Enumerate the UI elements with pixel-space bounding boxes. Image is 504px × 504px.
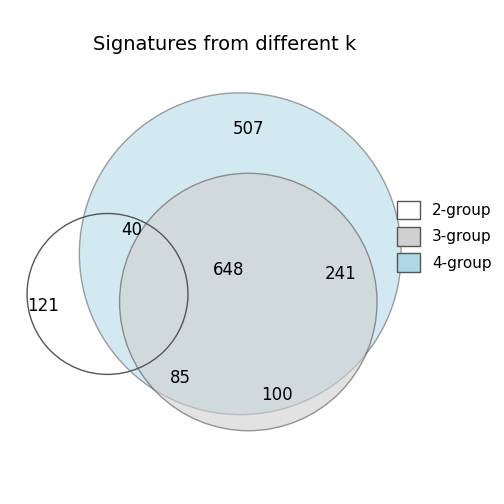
Legend: 2-group, 3-group, 4-group: 2-group, 3-group, 4-group [397, 201, 492, 272]
Text: 40: 40 [121, 221, 142, 238]
Text: 648: 648 [213, 261, 244, 279]
Text: 241: 241 [325, 265, 357, 283]
Text: 121: 121 [27, 297, 59, 315]
Circle shape [79, 93, 401, 415]
Circle shape [119, 173, 377, 431]
Text: 85: 85 [169, 369, 191, 388]
Text: 507: 507 [232, 120, 264, 138]
Title: Signatures from different k: Signatures from different k [93, 35, 356, 53]
Text: 100: 100 [261, 386, 292, 404]
